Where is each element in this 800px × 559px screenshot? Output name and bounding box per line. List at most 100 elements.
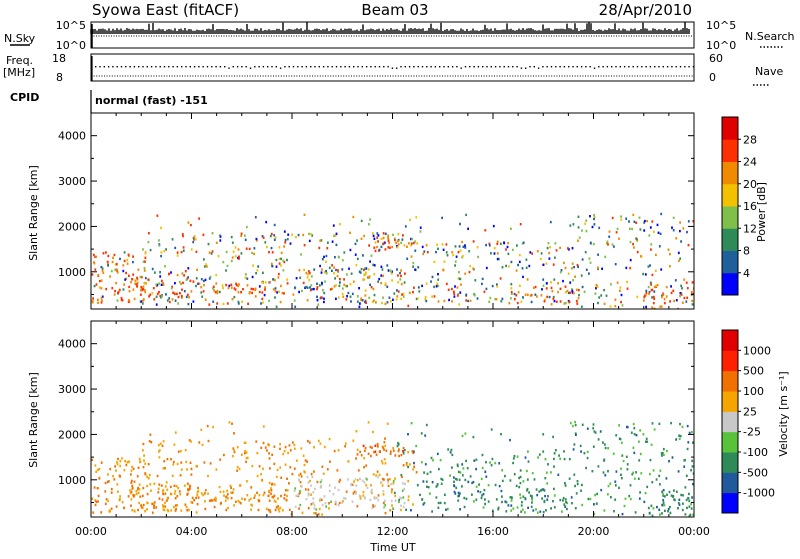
echo-point (97, 273, 100, 277)
freq-point (447, 66, 449, 68)
echo-point (638, 497, 641, 500)
echo-point (93, 486, 96, 489)
echo-point (362, 278, 365, 281)
echo-point (645, 289, 648, 293)
echo-point (254, 494, 256, 497)
echo-point (155, 283, 158, 286)
echo-point (198, 441, 201, 444)
echo-point (415, 297, 418, 301)
echo-point (331, 287, 333, 290)
echo-point (182, 246, 185, 249)
echo-point (213, 505, 216, 509)
echo-point (531, 472, 534, 475)
echo-point (449, 474, 451, 477)
echo-point (639, 452, 642, 456)
echo-point (293, 447, 296, 450)
echo-point (353, 490, 356, 493)
echo-point (410, 242, 413, 245)
echo-point (171, 238, 174, 241)
echo-point (275, 265, 278, 268)
echo-point (400, 274, 402, 278)
echo-point (215, 241, 218, 244)
echo-point (597, 267, 599, 271)
echo-point (133, 297, 136, 301)
echo-point (621, 454, 624, 457)
echo-point (628, 494, 631, 498)
echo-point (441, 216, 443, 220)
echo-point (487, 500, 490, 503)
echo-point (162, 505, 165, 508)
echo-point (305, 271, 308, 275)
echo-point (99, 279, 101, 283)
x-tick-label: 00:00 (75, 525, 107, 538)
echo-point (311, 288, 313, 291)
echo-point (146, 501, 148, 504)
echo-point (308, 493, 310, 496)
echo-point (254, 295, 257, 298)
echo-point (688, 492, 690, 496)
freq-tick-bottom: 8 (56, 71, 63, 84)
echo-point (116, 483, 119, 486)
echo-point (516, 506, 519, 509)
echo-point (270, 487, 272, 490)
echo-point (244, 238, 247, 241)
echo-point (265, 507, 268, 510)
echo-point (132, 255, 134, 258)
echo-point (238, 467, 241, 471)
echo-point (548, 257, 551, 260)
echo-point (236, 465, 239, 469)
echo-point (95, 500, 98, 504)
freq-point (464, 66, 467, 68)
echo-point (277, 508, 280, 511)
freq-point (641, 66, 643, 68)
echo-point (100, 279, 103, 282)
echo-point (132, 260, 134, 264)
echo-point (457, 470, 460, 474)
echo-point (318, 246, 321, 250)
echo-point (626, 425, 629, 429)
echo-point (662, 499, 665, 502)
echo-point (350, 483, 352, 487)
echo-point (359, 497, 362, 500)
echo-point (319, 499, 321, 502)
colorbar-segment (722, 250, 738, 274)
echo-point (144, 256, 147, 259)
echo-point (110, 269, 113, 273)
echo-point (565, 301, 567, 305)
echo-point (562, 279, 564, 283)
echo-point (390, 491, 393, 494)
echo-point (446, 507, 449, 511)
echo-point (352, 492, 355, 495)
echo-point (210, 252, 213, 255)
echo-point (107, 254, 110, 258)
echo-point (519, 496, 522, 500)
echo-point (286, 489, 289, 492)
echo-point (687, 497, 689, 500)
echo-point (490, 252, 492, 255)
echo-point (221, 284, 224, 287)
echo-point (345, 298, 348, 301)
echo-point (165, 481, 168, 484)
echo-point (185, 278, 188, 281)
echo-point (442, 268, 444, 271)
echo-point (526, 293, 529, 296)
echo-point (255, 237, 258, 241)
echo-point (643, 221, 645, 224)
echo-point (685, 474, 688, 477)
echo-point (283, 230, 286, 233)
echo-point (197, 489, 200, 493)
echo-point (516, 301, 519, 305)
echo-point (245, 456, 248, 460)
echo-point (173, 484, 176, 487)
echo-point (522, 480, 525, 483)
echo-point (530, 300, 533, 304)
echo-point (271, 251, 274, 254)
echo-point (475, 498, 478, 501)
echo-point (261, 479, 264, 482)
echo-point (687, 441, 690, 444)
echo-point (445, 251, 448, 254)
echo-point (403, 244, 406, 247)
echo-point (568, 248, 570, 251)
echo-point (401, 475, 403, 479)
